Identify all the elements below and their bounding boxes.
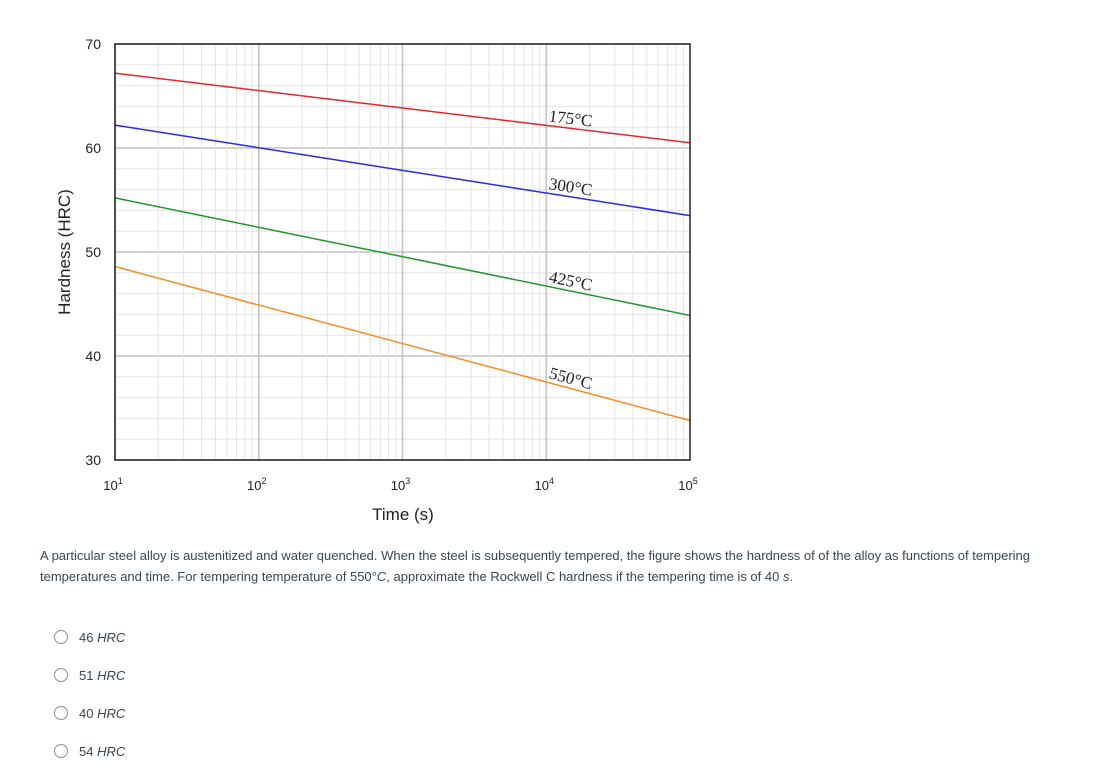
option-label[interactable]: 46 HRC <box>79 630 125 645</box>
option-label[interactable]: 40 HRC <box>79 706 125 721</box>
option-value: 54 <box>79 743 94 759</box>
question-text: A particular steel alloy is austenitized… <box>40 545 1080 587</box>
x-tick-labels: 101 102 103 104 105 <box>103 476 697 493</box>
y-axis-label: Hardness (HRC) <box>55 189 74 315</box>
x-tick-label: 105 <box>678 476 697 493</box>
answer-option[interactable]: 51 HRC <box>54 656 125 694</box>
x-tick-exponent: 3 <box>405 476 410 486</box>
x-tick-label: 103 <box>391 476 410 493</box>
temp-unit: C <box>376 569 387 584</box>
series-line <box>114 265 691 422</box>
x-tick-label: 102 <box>247 476 266 493</box>
x-tick-exponent: 4 <box>549 476 554 486</box>
option-unit: HRC <box>97 705 126 721</box>
option-unit: HRC <box>97 743 126 759</box>
x-tick-label: 104 <box>535 476 554 493</box>
series-line <box>114 124 691 217</box>
y-tick-label: 70 <box>85 36 101 52</box>
x-tick-label: 101 <box>103 476 122 493</box>
x-tick-base: 10 <box>391 478 405 493</box>
answer-option[interactable]: 46 HRC <box>54 618 125 656</box>
y-tick-label: 50 <box>85 244 101 260</box>
x-axis-label: Time (s) <box>372 505 434 524</box>
x-tick-exponent: 2 <box>261 476 266 486</box>
x-tick-base: 10 <box>247 478 261 493</box>
option-value: 51 <box>79 667 94 683</box>
series-line <box>114 72 691 144</box>
answer-option[interactable]: 54 HRC <box>54 732 125 770</box>
x-tick-base: 10 <box>535 478 549 493</box>
y-tick-label: 60 <box>85 140 101 156</box>
answer-options: 46 HRC 51 HRC 40 HRC 54 HRC <box>54 618 125 770</box>
series-line <box>114 197 691 317</box>
question-text-part: , approximate the Rockwell C hardness if… <box>386 569 783 584</box>
y-tick-labels: 30 40 50 60 70 <box>85 36 101 468</box>
x-tick-base: 10 <box>103 478 117 493</box>
radio-button[interactable] <box>54 668 68 682</box>
option-unit: HRC <box>97 629 126 645</box>
y-tick-label: 30 <box>85 452 101 468</box>
option-label[interactable]: 51 HRC <box>79 668 125 683</box>
option-value: 46 <box>79 629 94 645</box>
series-lines <box>114 72 691 422</box>
x-tick-base: 10 <box>678 478 692 493</box>
answer-option[interactable]: 40 HRC <box>54 694 125 732</box>
radio-button[interactable] <box>54 706 68 720</box>
option-value: 40 <box>79 705 94 721</box>
question-text-part: A particular steel alloy is austenitized… <box>40 548 1031 584</box>
radio-button[interactable] <box>54 630 68 644</box>
radio-button[interactable] <box>54 744 68 758</box>
plot-frame <box>114 43 691 461</box>
x-tick-exponent: 1 <box>118 476 123 486</box>
time-unit: s <box>782 569 790 584</box>
option-unit: HRC <box>97 667 126 683</box>
question-text-part: . <box>789 569 794 584</box>
option-label[interactable]: 54 HRC <box>79 744 125 759</box>
x-tick-exponent: 5 <box>693 476 698 486</box>
y-tick-label: 40 <box>85 348 101 364</box>
